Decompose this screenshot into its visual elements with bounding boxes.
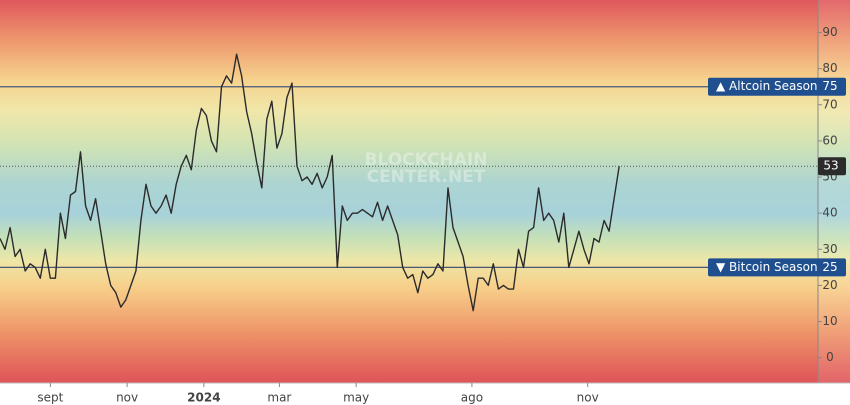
x-tick-label: mar <box>267 391 291 405</box>
y-tick-label: 90 <box>822 25 837 39</box>
x-tick-label: 2024 <box>187 391 220 405</box>
y-tick-label: 20 <box>822 278 837 292</box>
axis-background <box>0 0 850 383</box>
x-tick-label: sept <box>37 391 63 405</box>
y-tick-label: 10 <box>822 314 837 328</box>
x-tick-label: nov <box>116 391 138 405</box>
reference-value: 25 <box>822 260 837 274</box>
watermark: CENTER.NET <box>367 167 486 187</box>
x-tick-label: ago <box>461 391 483 405</box>
y-tick-label: 60 <box>822 133 837 147</box>
reference-label: ▲ Altcoin Season <box>716 79 818 93</box>
x-tick-label: nov <box>577 391 599 405</box>
line <box>0 53 620 312</box>
y-tick-label: 40 <box>822 206 837 220</box>
y-tick-label: 0 <box>826 350 834 364</box>
x-tick-label: may <box>343 391 369 405</box>
y-tick-label: 70 <box>822 97 837 111</box>
last-value-badge <box>818 157 846 176</box>
y-tick-label: 30 <box>822 242 837 256</box>
reference-value: 75 <box>822 79 837 93</box>
reference-badge <box>708 258 846 277</box>
reference-label: ▼ Bitcoin Season <box>716 260 818 274</box>
watermark: BLOCKCHAIN <box>365 150 488 170</box>
y-tick-label: 80 <box>822 61 837 75</box>
reference-badge <box>708 77 846 96</box>
last-value-label: 53 <box>823 159 838 173</box>
